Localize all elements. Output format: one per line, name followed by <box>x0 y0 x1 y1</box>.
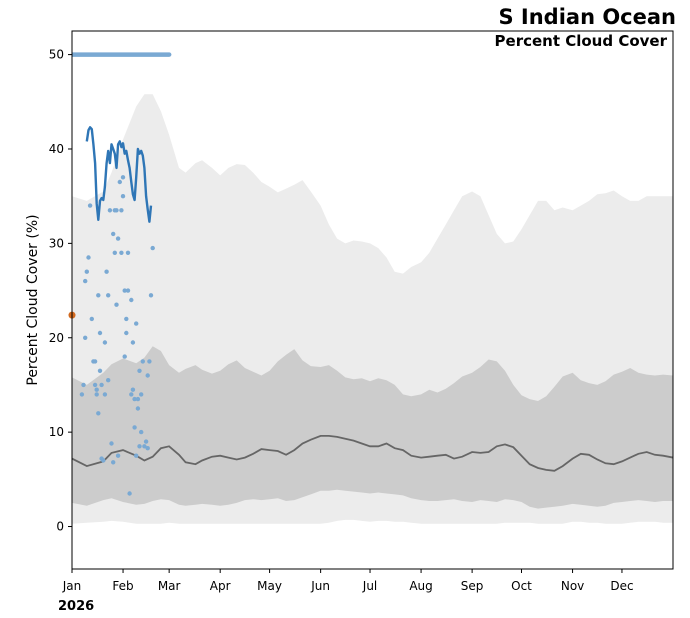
x-tick-label: Oct <box>511 579 532 593</box>
plot-area: 0 10 20 30 40 50 Jan Feb Mar Apr May Jun Jul Aug Sep Oc… <box>49 30 674 593</box>
daily-point <box>101 458 106 463</box>
daily-point <box>107 208 113 213</box>
daily-point <box>114 302 119 307</box>
daily-point <box>127 491 132 496</box>
daily-point <box>117 179 123 185</box>
median-line <box>72 435 673 472</box>
x-tick-label: Dec <box>610 579 633 593</box>
y-tick-label: 50 <box>49 48 64 62</box>
daily-point <box>119 208 124 213</box>
daily-point <box>137 444 142 449</box>
y-tick-label: 0 <box>56 520 64 534</box>
daily-point <box>125 288 131 293</box>
daily-point <box>81 382 86 388</box>
daily-point <box>139 429 144 435</box>
daily-point <box>115 236 121 241</box>
plot-frame <box>71 30 674 570</box>
daily-point <box>150 245 155 251</box>
year-label: 2026 <box>58 599 94 614</box>
daily-point <box>142 444 147 449</box>
daily-point <box>106 293 111 298</box>
daily-point <box>140 359 145 364</box>
daily-point <box>97 368 103 373</box>
daily-point <box>94 387 99 392</box>
daily-point <box>132 425 137 430</box>
daily-point <box>83 278 88 284</box>
daily-point <box>129 392 134 397</box>
daily-point <box>86 255 91 260</box>
daily-point <box>120 194 126 199</box>
daily-point <box>130 387 136 392</box>
daily-point <box>145 373 150 378</box>
daily-point <box>84 269 90 274</box>
daily-point <box>145 446 150 451</box>
y-tick-label: 20 <box>49 331 64 345</box>
y-tick-label: 40 <box>49 142 64 156</box>
daily-point <box>134 321 139 326</box>
daily-point <box>102 340 108 345</box>
x-tick-label: May <box>257 579 282 593</box>
daily-point <box>104 269 109 274</box>
daily-point <box>122 288 127 293</box>
x-tick-label: Nov <box>561 579 584 593</box>
daily-point <box>96 411 101 416</box>
daily-point <box>83 335 88 340</box>
daily-point <box>112 250 118 255</box>
chart-subtitle: Percent Cloud Cover <box>495 32 668 50</box>
daily-point <box>147 359 152 364</box>
daily-point <box>124 316 129 322</box>
daily-point <box>148 293 154 298</box>
x-tick-label: Feb <box>112 579 133 593</box>
daily-point <box>124 330 129 336</box>
x-tick-label: Jul <box>362 579 377 593</box>
daily-point <box>130 340 136 345</box>
daily-point <box>114 208 119 213</box>
daily-point <box>92 359 98 364</box>
daily-point <box>139 392 144 397</box>
x-tick-label: Mar <box>158 579 181 593</box>
daily-point <box>89 316 95 322</box>
daily-point <box>111 460 116 465</box>
daily-point <box>129 297 134 303</box>
x-tick-label: Jun <box>310 579 330 593</box>
x-tick-label: Apr <box>210 579 231 593</box>
daily-point <box>106 378 111 383</box>
x-tick-label: Aug <box>409 579 432 593</box>
daily-point <box>135 406 141 411</box>
daily-point <box>79 392 85 397</box>
x-tick-label: Jan <box>62 579 82 593</box>
daily-point <box>115 453 121 458</box>
daily-point <box>135 396 141 402</box>
daily-point <box>109 441 114 446</box>
current-year-line <box>85 126 153 223</box>
daily-point <box>87 203 93 208</box>
x-tick-label: Sep <box>461 579 484 593</box>
inner-range-band <box>72 346 673 509</box>
daily-point <box>92 382 98 388</box>
daily-point <box>120 175 126 180</box>
y-tick-label: 30 <box>49 236 64 250</box>
daily-point <box>137 368 142 373</box>
daily-point <box>99 382 104 388</box>
chart-title: S Indian Ocean <box>498 5 676 29</box>
daily-point <box>94 392 99 397</box>
daily-point <box>96 293 101 298</box>
plot-content <box>72 52 673 524</box>
daily-point <box>143 439 149 444</box>
daily-point <box>97 330 103 336</box>
daily-point <box>119 250 124 255</box>
daily-point <box>125 250 131 255</box>
daily-point <box>132 396 137 402</box>
daily-point <box>111 231 116 237</box>
daily-point <box>102 392 108 397</box>
y-axis-label: Percent Cloud Cover (%) <box>25 214 41 385</box>
daily-point <box>122 354 127 359</box>
y-tick-label: 10 <box>49 425 64 439</box>
daily-point <box>134 453 139 458</box>
